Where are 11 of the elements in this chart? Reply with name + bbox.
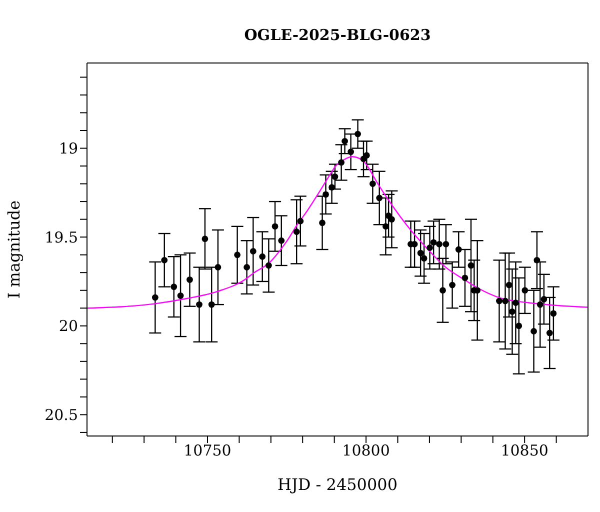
x-tick-label: 10750: [184, 442, 232, 460]
y-axis-title: I magnitude: [4, 200, 24, 299]
y-tick-label: 19: [58, 140, 78, 158]
x-tick-label: 10800: [342, 442, 390, 460]
x-axis-title: HJD - 2450000: [277, 475, 398, 494]
y-tick-label: 20.5: [44, 406, 78, 424]
x-tick-label: 10850: [500, 442, 548, 460]
line-series: [87, 156, 588, 309]
y-tick-label: 19.5: [44, 228, 78, 246]
chart-title: OGLE-2025-BLG-0623: [243, 26, 432, 44]
y-tick-label: 20: [58, 317, 78, 336]
